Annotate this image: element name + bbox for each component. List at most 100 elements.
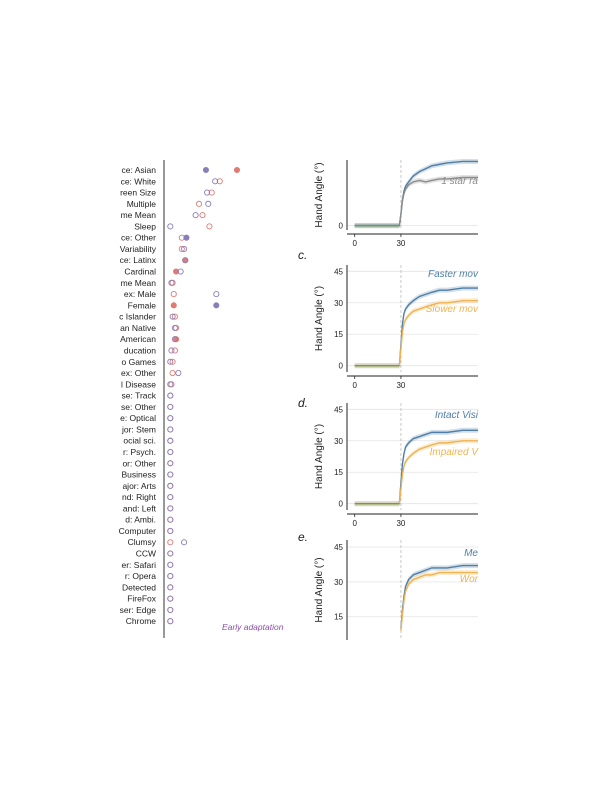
line-chart-panel: 15 30 45 Hand Angle (°) e. Me Wor: [298, 530, 479, 640]
feature-dot: [169, 358, 176, 365]
category-label: CCW: [136, 549, 156, 559]
feature-dot: [167, 415, 174, 422]
feature-dot: [167, 573, 174, 580]
category-label: me Mean: [121, 278, 157, 288]
series-line: [354, 299, 478, 367]
x-tick-label: 30: [396, 519, 405, 528]
series-ci-band: [354, 298, 478, 369]
category-label: ocial sci.: [123, 436, 156, 446]
panel-letter: c.: [298, 248, 307, 262]
feature-dot: [175, 369, 182, 377]
category-label: Clumsy: [128, 537, 157, 547]
feature-dot: [167, 606, 174, 613]
feature-dot: [170, 291, 177, 298]
y-tick-label: 45: [334, 267, 343, 276]
feature-dot: [167, 550, 174, 557]
feature-dot: [167, 471, 174, 478]
feature-dot: [213, 302, 220, 309]
line-chart-panel: 0 15 30 45 0 30 Hand Angle (°) c. Faster mov Slow…: [298, 248, 479, 390]
category-label: FireFox: [127, 594, 157, 604]
feature-dot: [171, 336, 178, 343]
category-label: c Islander: [119, 312, 156, 322]
feature-dot: [167, 584, 174, 591]
category-label: ex: Other: [121, 368, 156, 378]
y-axis-label: Hand Angle (°): [314, 557, 325, 622]
feature-dot: [202, 166, 209, 174]
category-label: Detected: [122, 582, 156, 592]
category-label: ducation: [124, 345, 156, 355]
category-label: ce: Other: [121, 233, 156, 243]
category-label: ex: Male: [124, 289, 156, 299]
category-label: d: Ambi.: [125, 515, 156, 525]
y-tick-label: 45: [334, 405, 343, 414]
feature-dot: [169, 369, 176, 377]
feature-dot: [167, 426, 174, 433]
panel-letter: e.: [298, 530, 308, 544]
feature-dot: [168, 347, 175, 354]
series-line: [354, 160, 478, 227]
early-adaptation-legend: Early adaptation: [222, 622, 284, 632]
feature-dot: [171, 347, 178, 354]
feature-dot: [177, 268, 184, 275]
category-label: or: Other: [122, 458, 156, 468]
series-annotation: 1 star ra: [441, 176, 478, 187]
category-label: me Mean: [121, 210, 157, 220]
feature-dot: [212, 178, 219, 185]
series-legend-label: Slower mov: [426, 304, 479, 315]
y-tick-label: 45: [334, 543, 343, 552]
feature-dot: [167, 482, 174, 489]
category-label: an Native: [120, 323, 156, 333]
feature-dot: [206, 223, 213, 230]
feature-dot: [167, 516, 174, 523]
series-legend-label: Faster mov: [428, 269, 479, 280]
feature-dot: [195, 200, 203, 207]
category-label: ce: Asian: [122, 165, 157, 175]
feature-dot: [167, 494, 174, 501]
category-label: Business: [122, 470, 157, 480]
category-label: l Disease: [121, 379, 156, 389]
feature-dot: [167, 561, 174, 568]
category-label: and: Left: [123, 503, 157, 513]
category-label: se: Other: [121, 402, 156, 412]
category-label: jor: Stem: [121, 424, 156, 434]
category-label: nd: Right: [122, 492, 157, 502]
feature-dot: [183, 234, 190, 241]
x-tick-label: 0: [352, 519, 357, 528]
feature-dot: [167, 595, 174, 602]
series-line: [400, 564, 478, 629]
feature-dot: [167, 437, 174, 444]
feature-dot: [167, 358, 174, 365]
feature-dot: [216, 178, 223, 185]
feature-dot: [178, 245, 185, 253]
category-label: r: Psych.: [123, 447, 156, 457]
feature-dot: [205, 200, 212, 207]
category-label: ajor: Arts: [122, 481, 156, 491]
category-label: er: Safari: [122, 560, 157, 570]
y-tick-label: 30: [334, 437, 343, 446]
feature-dot: [167, 527, 174, 535]
category-label: o Games: [122, 357, 157, 367]
category-label: Computer: [119, 526, 156, 536]
category-label: Multiple: [127, 199, 157, 209]
category-label: American: [120, 334, 156, 344]
y-tick-label: 30: [334, 299, 343, 308]
y-tick-label: 0: [339, 362, 344, 371]
x-tick-label: 30: [396, 239, 405, 248]
y-tick-label: 15: [334, 613, 343, 622]
series-legend-label: Wor: [460, 574, 479, 585]
feature-dot: [199, 212, 206, 219]
line-chart-panel: 00 30 Hand Angle (°) 1 star ra: [314, 158, 478, 248]
feature-dot: [167, 539, 174, 546]
feature-dot: [182, 257, 189, 264]
panel-letter: d.: [298, 396, 308, 410]
y-axis-label: Hand Angle (°): [314, 424, 325, 489]
feature-dot: [168, 279, 175, 286]
feature-dot: [181, 245, 188, 253]
feature-dot: [167, 223, 174, 230]
y-axis-label: Hand Angle (°): [314, 286, 325, 351]
category-label: Cardinal: [124, 267, 156, 277]
category-label: ce: White: [121, 176, 157, 186]
